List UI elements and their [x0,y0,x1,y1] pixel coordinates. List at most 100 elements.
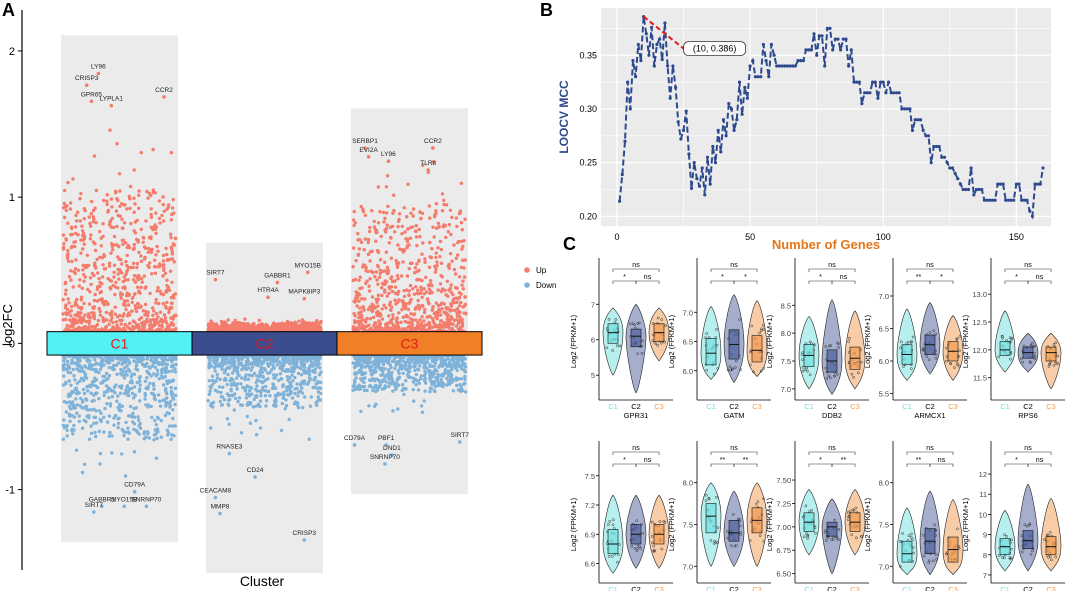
up-point [439,289,444,294]
up-point [373,306,377,310]
down-point [89,431,94,435]
up-point [158,221,162,225]
down-point [138,421,142,426]
up-point [358,306,362,310]
down-point [250,392,254,396]
up-point [380,328,385,332]
down-point [165,400,169,405]
b-point [1017,182,1021,186]
down-point [360,385,364,389]
gene-label: MAPK8IP3 [288,289,320,296]
up-point [156,249,160,253]
b-point [684,109,688,113]
down-point [229,389,233,393]
b-point [900,107,904,111]
up-point [399,274,404,278]
down-point [460,356,464,361]
down-point [248,421,253,425]
up-point [120,292,125,297]
violin-dot [628,322,632,326]
up-point [89,282,93,287]
up-point [62,206,66,210]
down-point [81,387,86,392]
up-point [153,258,157,262]
up-point [146,196,150,200]
down-point [124,420,128,425]
down-point [118,405,122,409]
up-point [164,327,168,332]
up-point [405,239,410,244]
up-point [132,229,136,233]
down-point [92,379,96,384]
up-point [110,244,115,249]
up-point [146,263,150,268]
down-point [73,361,77,365]
up-point [87,321,91,325]
up-point [143,302,148,307]
up-point [444,311,448,315]
up-point [418,304,422,309]
up-point [454,216,459,220]
down-point [75,392,79,396]
down-point [225,417,230,421]
down-point [93,358,97,362]
down-point [216,390,220,394]
violin-dot [641,339,644,343]
up-point [85,253,90,257]
b-point [759,75,763,79]
down-point [422,373,427,378]
up-point [222,325,227,329]
up-point [404,314,408,318]
down-point [378,366,383,370]
down-point [289,390,293,394]
down-point [62,418,66,422]
down-point [359,409,363,414]
panel-label-b: B [540,0,553,20]
annotated-point [302,296,307,301]
up-point [160,323,164,327]
up-point [63,292,68,296]
up-point [378,258,383,262]
up-point [357,316,361,320]
annotated-point [306,270,310,275]
up-point [379,234,383,239]
b-point [879,80,883,84]
up-point [409,312,413,316]
up-point [393,324,397,328]
down-point [297,405,301,410]
up-point [451,322,455,326]
b-point [985,198,989,202]
up-point [261,324,265,329]
down-point [152,393,157,398]
down-point [367,384,372,388]
up-point [70,232,74,237]
b-point [833,37,837,41]
down-point [445,364,450,368]
up-point [147,191,151,195]
down-point [77,414,82,418]
up-point [401,315,405,319]
down-point [264,399,269,403]
down-point [387,373,391,378]
down-point [290,356,295,361]
up-point [127,194,132,199]
up-point [397,289,401,294]
up-point [404,305,408,309]
down-point [388,363,392,367]
down-point [442,360,446,364]
up-point [453,308,457,312]
up-point [69,269,73,273]
up-point [288,327,292,331]
up-point [79,298,84,302]
down-point [454,376,458,381]
down-point [64,380,68,385]
down-point [396,369,400,373]
up-point [383,269,387,273]
down-point [141,362,145,366]
down-point [393,366,397,371]
up-point [73,244,77,249]
down-point [112,423,116,427]
up-point [75,297,79,302]
down-point [138,383,142,387]
up-point [99,244,104,248]
